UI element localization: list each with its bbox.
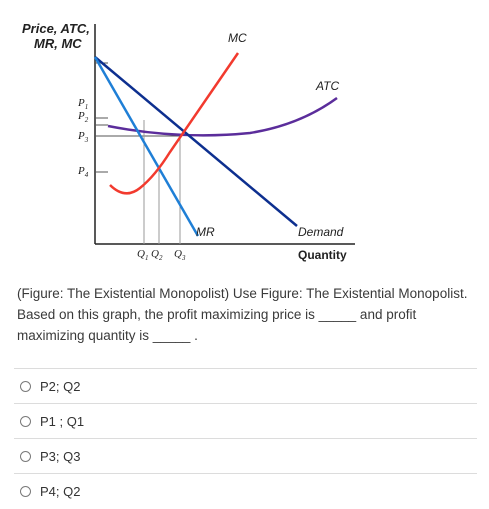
question-text: (Figure: The Existential Monopolist) Use… bbox=[17, 286, 468, 343]
option-3[interactable]: P3; Q3 bbox=[14, 438, 477, 473]
tick-p2: P2 bbox=[77, 110, 89, 124]
y-axis-title-line1: Price, ATC, bbox=[22, 21, 90, 36]
demand-curve bbox=[94, 56, 298, 227]
tick-p1: P1 bbox=[77, 97, 88, 111]
radio-button[interactable] bbox=[20, 415, 31, 427]
option-label: P1 ; Q1 bbox=[40, 413, 85, 429]
tick-p3: P3 bbox=[77, 130, 89, 144]
y-axis-title-line2: MR, MC bbox=[34, 36, 82, 51]
option-4[interactable]: P4; Q2 bbox=[14, 473, 477, 508]
option-label: P3; Q3 bbox=[40, 448, 81, 464]
atc-curve bbox=[107, 96, 338, 137]
option-label: P4; Q2 bbox=[40, 483, 81, 499]
radio-button[interactable] bbox=[20, 485, 31, 497]
tick-q2: Q2 bbox=[151, 248, 163, 262]
radio-button[interactable] bbox=[20, 380, 31, 392]
mr-curve bbox=[93, 56, 200, 237]
monopolist-figure: Price, ATC, MR, MC Quantity P1 P2 P3 P4 … bbox=[22, 21, 355, 262]
tick-p4: P4 bbox=[77, 165, 89, 179]
tick-q1: Q1 bbox=[137, 248, 148, 262]
tick-q3: Q3 bbox=[174, 248, 186, 262]
x-axis-title: Quantity bbox=[298, 248, 347, 262]
label-mc: MC bbox=[228, 31, 247, 45]
radio-button[interactable] bbox=[20, 450, 31, 462]
mc-curve bbox=[109, 52, 240, 195]
answer-options: P2; Q2 P1 ; Q1 P3; Q3 P4; Q2 bbox=[14, 368, 477, 508]
option-label: P2; Q2 bbox=[40, 378, 81, 394]
option-1[interactable]: P2; Q2 bbox=[14, 368, 477, 403]
label-atc: ATC bbox=[315, 79, 339, 93]
option-2[interactable]: P1 ; Q1 bbox=[14, 403, 477, 438]
label-mr: MR bbox=[196, 225, 215, 239]
label-demand: Demand bbox=[298, 225, 344, 239]
